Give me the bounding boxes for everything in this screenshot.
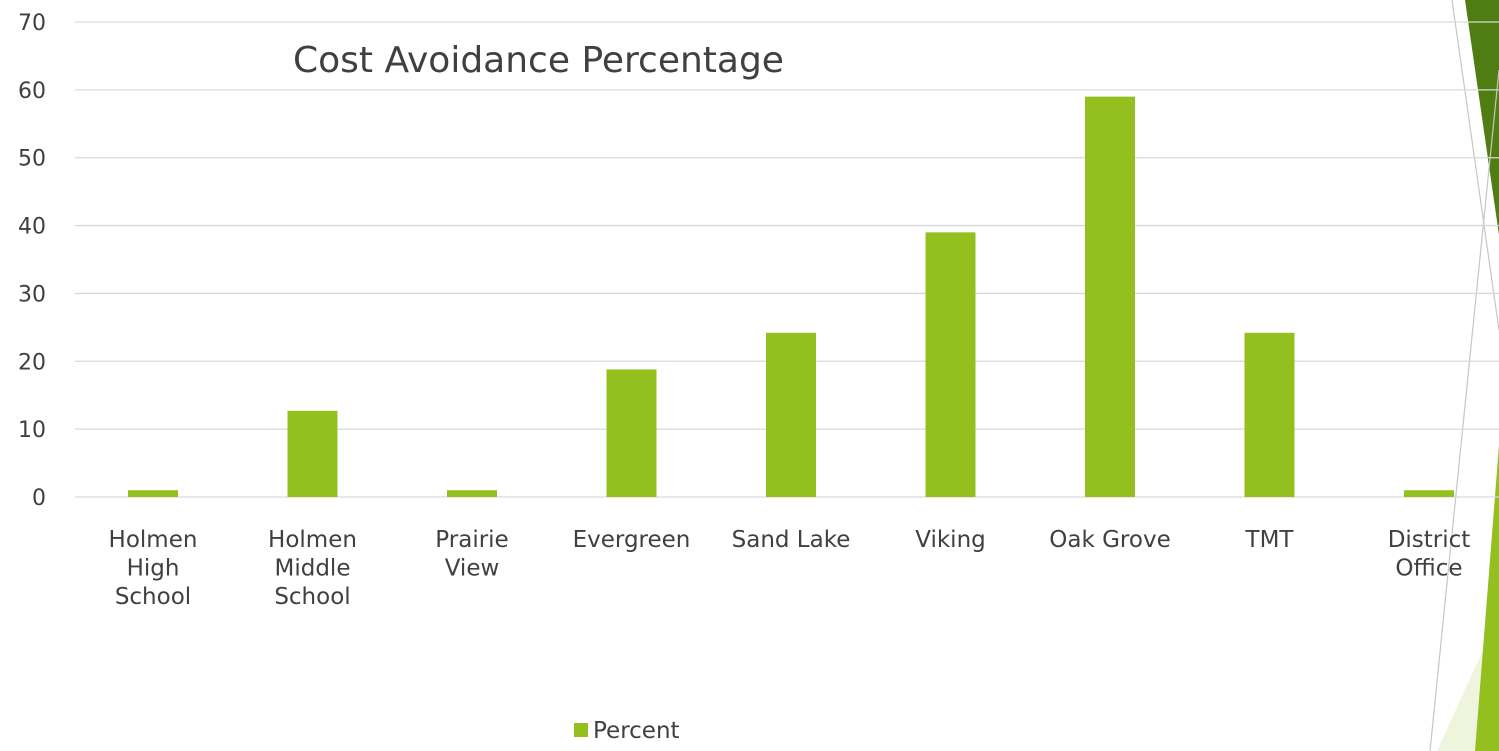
y-tick-label: 20 xyxy=(18,350,46,375)
x-tick-label: TMT xyxy=(1245,527,1295,553)
chart-title: Cost Avoidance Percentage xyxy=(293,40,784,81)
y-tick-label: 50 xyxy=(18,147,46,172)
corner-accent-line-top xyxy=(1451,0,1499,331)
x-tick-label: Holmen Middle School xyxy=(268,527,357,610)
bar xyxy=(925,232,976,497)
bar xyxy=(287,410,338,497)
corner-accent-bottom-right xyxy=(1475,445,1499,751)
bar-series xyxy=(128,96,1454,498)
corner-accent-line-diagonal xyxy=(1429,69,1499,751)
legend-label: Percent xyxy=(593,718,680,744)
y-axis: 0 10 20 30 40 50 60 70 xyxy=(18,11,46,511)
legend: Percent xyxy=(574,718,680,744)
y-tick-label: 10 xyxy=(18,418,46,443)
bar xyxy=(766,332,816,497)
x-tick-label: Sand Lake xyxy=(732,527,851,553)
bar xyxy=(128,490,178,497)
x-tick-label: Viking xyxy=(915,527,986,553)
y-tick-label: 70 xyxy=(18,11,46,36)
bar xyxy=(1085,96,1135,498)
x-tick-label: District Office xyxy=(1388,527,1471,582)
x-tick-label: Holmen High School xyxy=(109,527,198,610)
corner-accent-top xyxy=(1465,0,1499,235)
y-tick-label: 0 xyxy=(32,486,46,511)
bar xyxy=(1244,332,1295,497)
x-tick-label: Evergreen xyxy=(573,527,691,553)
legend-swatch xyxy=(574,723,588,737)
bar xyxy=(606,369,657,497)
x-tick-label: Prairie View xyxy=(435,527,508,582)
y-tick-label: 40 xyxy=(18,215,46,240)
y-tick-label: 60 xyxy=(18,79,46,104)
y-tick-label: 30 xyxy=(18,282,46,307)
bar xyxy=(1404,490,1454,497)
x-tick-label: Oak Grove xyxy=(1049,527,1170,553)
bar xyxy=(447,490,497,497)
x-axis: Holmen High School Holmen Middle School Prairi… xyxy=(109,527,1471,610)
